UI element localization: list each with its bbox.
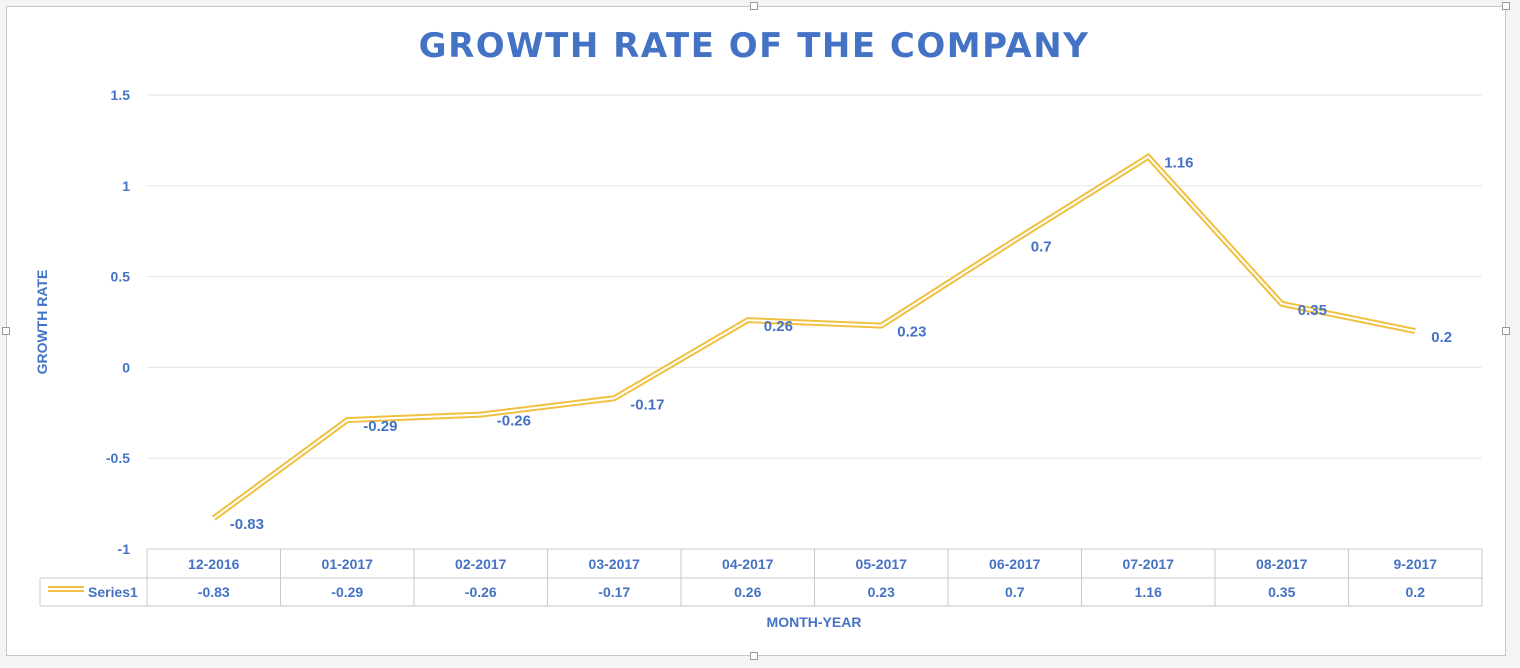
- y-axis-ticks: 1.5 1 0.5 0 -0.5 -1: [106, 87, 130, 557]
- x-tick-label: 07-2017: [1123, 556, 1175, 572]
- y-tick-label: 0.5: [111, 269, 131, 285]
- data-label: -0.26: [497, 413, 531, 430]
- x-tick-label: 08-2017: [1256, 556, 1308, 572]
- table-value: 0.26: [734, 584, 761, 600]
- chart-title: GROWTH RATE OF THE COMPANY: [418, 26, 1090, 66]
- y-tick-label: -1: [118, 541, 131, 557]
- data-label: 0.26: [764, 318, 793, 335]
- data-label: 0.2: [1431, 329, 1452, 346]
- table-value: 0.2: [1406, 584, 1426, 600]
- table-value: -0.29: [331, 584, 363, 600]
- resize-handle-top-right[interactable]: [1502, 2, 1510, 10]
- x-tick-label: 05-2017: [856, 556, 908, 572]
- x-tick-label: 06-2017: [989, 556, 1041, 572]
- table-value: 0.7: [1005, 584, 1025, 600]
- series-line: [211, 152, 1416, 521]
- chart-area[interactable]: [6, 6, 1506, 656]
- table-value: 0.23: [868, 584, 895, 600]
- resize-handle-top[interactable]: [750, 2, 758, 10]
- x-tick-label: 02-2017: [455, 556, 507, 572]
- table-value: -0.83: [198, 584, 230, 600]
- data-label: -0.17: [630, 396, 664, 413]
- x-axis-title: MONTH-YEAR: [767, 614, 862, 630]
- y-axis-title: GROWTH RATE: [34, 270, 50, 375]
- data-label: 1.16: [1164, 155, 1193, 172]
- data-label: 0.23: [897, 324, 926, 341]
- resize-handle-right[interactable]: [1502, 327, 1510, 335]
- series-line-outer: [211, 152, 1416, 521]
- resize-handle-bottom[interactable]: [750, 652, 758, 660]
- x-tick-label: 01-2017: [322, 556, 374, 572]
- x-tick-label: 03-2017: [589, 556, 641, 572]
- table-value: -0.26: [465, 584, 497, 600]
- table-value: 0.35: [1268, 584, 1295, 600]
- resize-handle-left[interactable]: [2, 327, 10, 335]
- legend-series-name: Series1: [88, 584, 138, 600]
- x-tick-label: 9-2017: [1393, 556, 1437, 572]
- data-label: 0.35: [1298, 302, 1327, 319]
- data-labels: -0.83 -0.29 -0.26 -0.17 0.26 0.23 0.7 1.16 0.35 0…: [230, 155, 1452, 533]
- table-value: 1.16: [1135, 584, 1162, 600]
- series-line-inner: [213, 155, 1416, 519]
- y-tick-label: 0: [122, 359, 130, 375]
- data-table: 12-2016 01-2017 02-2017 03-2017 04-2017 05-20…: [39, 548, 1483, 607]
- table-value: -0.17: [598, 584, 630, 600]
- x-tick-label: 12-2016: [188, 556, 240, 572]
- x-tick-label: 04-2017: [722, 556, 774, 572]
- data-label: -0.83: [230, 516, 264, 533]
- data-label: -0.29: [363, 418, 397, 435]
- y-tick-label: 1.5: [111, 87, 131, 103]
- data-label: 0.7: [1031, 238, 1052, 255]
- y-tick-label: -0.5: [106, 450, 130, 466]
- y-tick-label: 1: [122, 178, 130, 194]
